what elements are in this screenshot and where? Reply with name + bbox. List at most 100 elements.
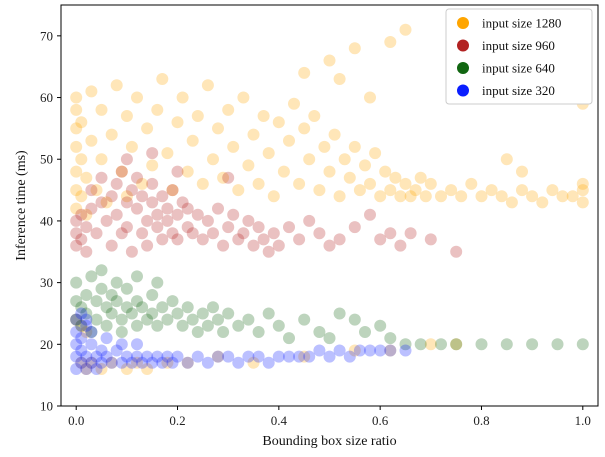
data-point <box>348 42 361 55</box>
data-point <box>394 239 407 252</box>
data-point <box>526 338 539 351</box>
data-point <box>141 122 154 135</box>
data-point <box>323 332 336 345</box>
data-point <box>247 128 260 141</box>
y-tick-label: 70 <box>40 28 53 43</box>
data-point <box>141 313 154 326</box>
data-point <box>70 363 83 375</box>
data-point <box>409 184 422 197</box>
data-point <box>125 356 138 369</box>
data-point <box>576 177 589 190</box>
data-point <box>166 295 179 308</box>
data-point <box>247 356 260 369</box>
data-point <box>257 233 270 246</box>
data-point <box>364 177 376 190</box>
data-point <box>247 239 260 252</box>
x-tick-label: 0.2 <box>169 413 185 428</box>
data-point <box>181 301 194 314</box>
data-point <box>151 276 164 289</box>
legend-item: input size 1280 <box>457 16 561 31</box>
data-point <box>120 196 133 209</box>
data-point <box>283 332 295 345</box>
data-point <box>536 196 549 209</box>
data-point <box>90 184 103 197</box>
data-point <box>298 122 311 135</box>
data-point <box>283 134 295 147</box>
data-point <box>212 350 224 363</box>
data-point <box>125 307 138 320</box>
data-point <box>166 356 179 369</box>
data-point <box>156 301 169 314</box>
data-point <box>110 177 123 190</box>
legend-label: input size 960 <box>482 38 555 53</box>
data-point <box>115 313 128 326</box>
data-point <box>364 208 376 221</box>
data-point <box>374 319 387 332</box>
data-point <box>110 276 123 289</box>
data-point <box>80 289 93 301</box>
data-point <box>70 239 83 252</box>
data-point <box>237 227 250 240</box>
data-point <box>75 153 88 166</box>
data-point <box>303 153 316 166</box>
x-tick-label: 1.0 <box>575 413 591 428</box>
data-point <box>252 177 265 190</box>
data-point <box>272 319 285 332</box>
data-point <box>136 301 149 314</box>
data-point <box>171 233 184 246</box>
data-point <box>110 295 123 308</box>
legend-item: input size 960 <box>457 38 555 53</box>
data-point <box>75 208 88 221</box>
data-point <box>267 227 280 240</box>
data-point <box>131 295 143 308</box>
x-tick-label: 0.6 <box>372 413 389 428</box>
data-point <box>343 350 356 363</box>
data-point <box>85 356 98 369</box>
data-point <box>237 91 250 104</box>
data-point <box>151 103 164 116</box>
data-point <box>283 350 295 363</box>
data-point <box>70 295 83 308</box>
data-point <box>313 227 326 240</box>
data-point <box>115 227 128 240</box>
y-axis: 10 20 30 40 50 60 70 <box>40 28 61 414</box>
data-point <box>125 140 138 153</box>
data-point <box>90 350 103 363</box>
legend-marker <box>457 17 469 29</box>
data-point <box>176 196 189 209</box>
x-tick-label: 0.0 <box>68 413 84 428</box>
plot-frame <box>60 4 599 407</box>
data-point <box>333 307 346 320</box>
data-point <box>90 227 103 240</box>
data-point <box>495 190 508 203</box>
x-tick-label: 0.4 <box>271 413 288 428</box>
data-point <box>201 79 214 92</box>
data-point <box>277 165 290 178</box>
data-point <box>70 122 83 135</box>
data-point <box>196 233 209 246</box>
data-point <box>156 73 169 85</box>
data-point <box>181 165 194 178</box>
data-point <box>227 208 240 221</box>
data-point <box>120 282 133 295</box>
data-point <box>267 190 280 203</box>
data-point <box>242 350 255 363</box>
data-point <box>272 239 285 252</box>
data-point <box>70 214 83 227</box>
legend-item: input size 320 <box>457 83 555 98</box>
data-point <box>298 350 311 363</box>
data-point <box>576 196 589 209</box>
data-point <box>90 295 103 308</box>
data-point <box>207 153 219 166</box>
data-point <box>70 184 83 197</box>
data-point <box>100 350 113 363</box>
data-point <box>131 91 143 104</box>
data-point <box>186 227 199 240</box>
data-point <box>80 307 93 320</box>
data-point <box>146 289 159 301</box>
data-point <box>105 356 118 369</box>
data-point <box>551 338 564 351</box>
data-point <box>95 196 108 209</box>
data-point <box>70 326 83 338</box>
